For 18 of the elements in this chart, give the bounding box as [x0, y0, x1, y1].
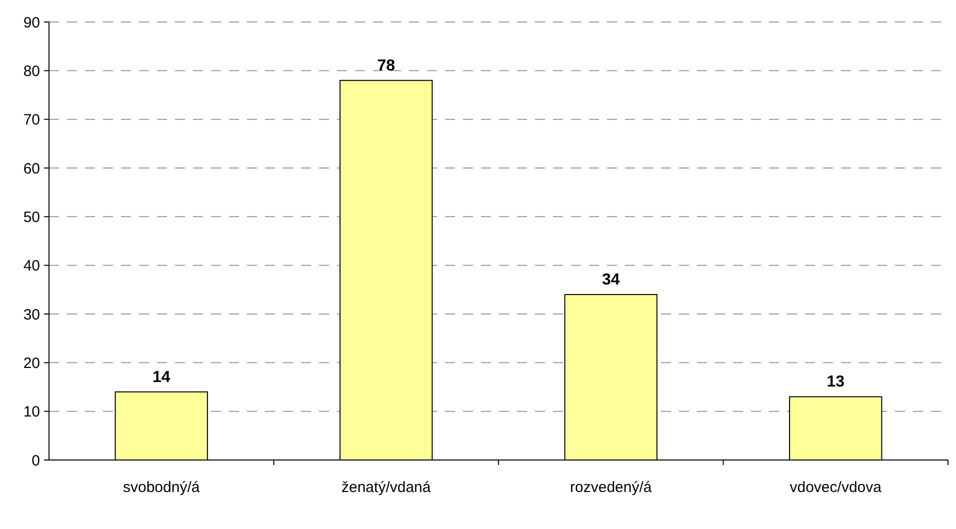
- y-tick-label: 50: [23, 208, 40, 226]
- x-tick-label: ženatý/vdaná: [342, 479, 432, 496]
- y-tick-label: 40: [23, 258, 40, 275]
- y-tick-label: 10: [23, 404, 40, 421]
- y-tick-label: 20: [23, 354, 40, 372]
- y-tick-label: 0: [32, 452, 40, 470]
- y-tick-label: 70: [23, 112, 40, 129]
- y-tick-label: 30: [23, 306, 40, 324]
- data-label: 13: [826, 374, 845, 391]
- data-label: 34: [602, 272, 620, 289]
- x-tick-label: vdovec/vdova: [790, 479, 882, 496]
- x-tick-label: svobodný/á: [123, 479, 200, 496]
- data-label: 14: [152, 368, 170, 386]
- x-tick-label: rozvedený/á: [570, 479, 652, 496]
- y-tick-label: 80: [23, 62, 40, 80]
- data-label: 78: [377, 57, 396, 74]
- y-tick-label: 90: [23, 14, 40, 32]
- y-tick-label: 60: [23, 160, 40, 178]
